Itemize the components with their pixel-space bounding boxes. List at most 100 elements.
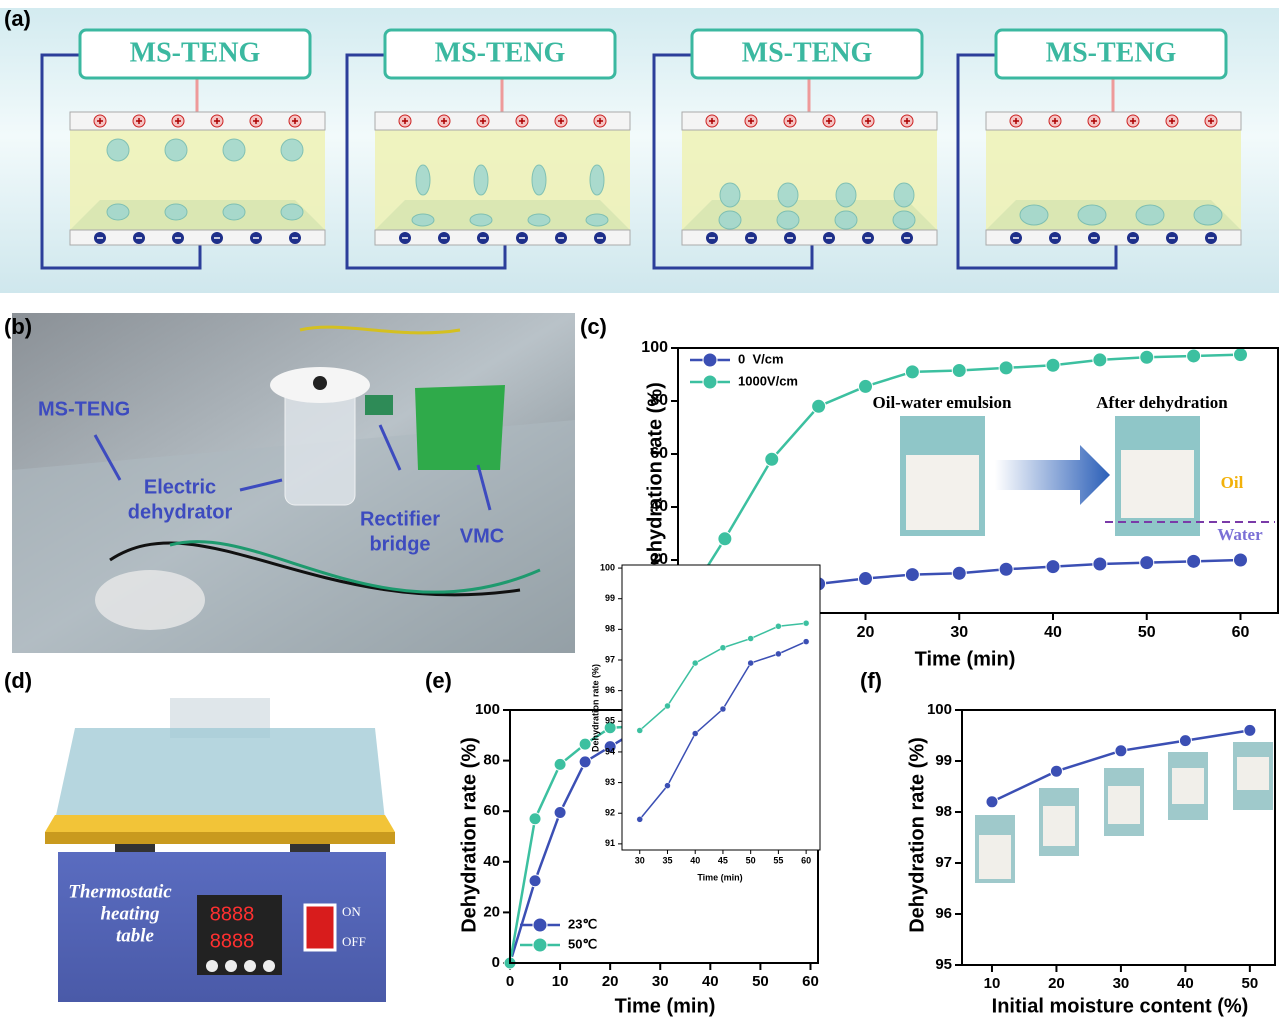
- x-tick-label: 20: [602, 973, 619, 990]
- label: bridge: [369, 533, 430, 555]
- table-label: heating: [100, 903, 159, 924]
- legend-marker: [703, 375, 717, 389]
- vial-liquid: [1108, 786, 1140, 824]
- droplet: [720, 183, 740, 207]
- y-tick-label: 98: [935, 803, 952, 820]
- data-point: [1050, 765, 1062, 777]
- teng-label: MS-TENG: [1046, 37, 1177, 68]
- data-point: [1187, 554, 1201, 568]
- droplet: [107, 139, 129, 161]
- droplet: [835, 211, 857, 229]
- x-tick-label: 50: [1138, 624, 1156, 641]
- data-point: [1140, 556, 1154, 570]
- x-axis-label: Time (min): [915, 648, 1016, 670]
- x-tick-label: 40: [1044, 624, 1062, 641]
- x-axis-label: Time (min): [697, 872, 742, 882]
- data-point: [1093, 353, 1107, 367]
- panel-b-photo: MS-TENG Electric dehydrator Rectifier br…: [12, 313, 575, 653]
- data-point: [1046, 560, 1060, 574]
- x-tick-label: 45: [718, 856, 728, 866]
- button: [244, 960, 256, 972]
- data-point: [720, 645, 726, 651]
- x-tick-label: 0: [506, 973, 514, 990]
- switch-label: OFF: [342, 934, 366, 949]
- emulsion: [906, 455, 979, 530]
- data-point: [905, 568, 919, 582]
- x-tick-label: 40: [690, 856, 700, 866]
- panel-label: (f): [860, 668, 882, 693]
- y-tick-label: 99: [935, 752, 952, 769]
- data-point: [1046, 358, 1060, 372]
- oil: [1121, 450, 1194, 518]
- top-plate: [70, 112, 325, 130]
- y-tick-label: 99: [605, 593, 615, 603]
- button: [263, 960, 275, 972]
- button: [206, 960, 218, 972]
- vial-liquid: [1237, 757, 1269, 790]
- teng-device: [95, 570, 205, 630]
- y-tick-label: 95: [935, 956, 952, 973]
- data-point: [529, 813, 541, 825]
- data-point: [554, 806, 566, 818]
- droplet: [107, 204, 129, 220]
- droplet: [165, 204, 187, 220]
- data-point: [775, 651, 781, 657]
- x-tick-label: 20: [1048, 975, 1065, 992]
- vmc-board: [415, 385, 505, 470]
- panel-d-heating-table: Thermostatic heating table 8888 8888 ON …: [45, 698, 395, 1002]
- droplet: [412, 214, 434, 226]
- y-tick-label: 80: [483, 752, 500, 769]
- droplet: [719, 211, 741, 229]
- x-tick-label: 20: [857, 624, 875, 641]
- data-point: [1234, 553, 1248, 567]
- legend-label: 1000V/cm: [738, 373, 798, 388]
- panel-label: (a): [4, 6, 31, 31]
- data-point: [720, 706, 726, 712]
- x-tick-label: 60: [801, 856, 811, 866]
- top-plate: [375, 112, 630, 130]
- bottom-plate: [682, 230, 937, 245]
- x-axis-label: Initial moisture content (%): [992, 995, 1249, 1017]
- data-point: [554, 758, 566, 770]
- y-tick-label: 97: [605, 654, 615, 664]
- x-tick-label: 35: [662, 856, 672, 866]
- y-tick-label: 91: [605, 838, 615, 848]
- data-point: [692, 660, 698, 666]
- data-point: [748, 660, 754, 666]
- x-tick-label: 50: [1242, 975, 1259, 992]
- label: dehydrator: [128, 501, 233, 523]
- droplet: [777, 211, 799, 229]
- data-point: [1140, 350, 1154, 364]
- data-point: [692, 731, 698, 737]
- legend-label: 23℃: [568, 916, 597, 931]
- data-point: [775, 623, 781, 629]
- x-axis-label: Time (min): [615, 995, 716, 1017]
- figure: MS-TENGMS-TENGMS-TENGMS-TENG MS-TENG Ele…: [0, 0, 1279, 1020]
- vial-liquid: [1172, 768, 1204, 804]
- data-point: [718, 532, 732, 546]
- bottom-plate: [70, 230, 325, 245]
- data-point: [952, 566, 966, 580]
- bottom-plate: [375, 230, 630, 245]
- y-tick-label: 100: [641, 339, 668, 356]
- x-tick-label: 10: [984, 975, 1001, 992]
- droplet: [1136, 205, 1164, 225]
- droplet: [223, 204, 245, 220]
- top-plate: [682, 112, 937, 130]
- y-tick-label: 100: [927, 701, 952, 718]
- label: Electric: [144, 476, 216, 498]
- data-point: [803, 639, 809, 645]
- x-tick-label: 30: [635, 856, 645, 866]
- table-label: table: [116, 925, 155, 946]
- data-point: [1234, 348, 1248, 362]
- legend-label: 50℃: [568, 936, 597, 951]
- data-point: [664, 783, 670, 789]
- y-tick-label: 60: [483, 802, 500, 819]
- panel-label: (d): [4, 668, 32, 693]
- droplet: [836, 183, 856, 207]
- bottom-plate: [986, 230, 1241, 245]
- y-tick-label: 20: [483, 903, 500, 920]
- droplet: [893, 211, 915, 229]
- display: 8888: [210, 930, 255, 952]
- data-point: [637, 727, 643, 733]
